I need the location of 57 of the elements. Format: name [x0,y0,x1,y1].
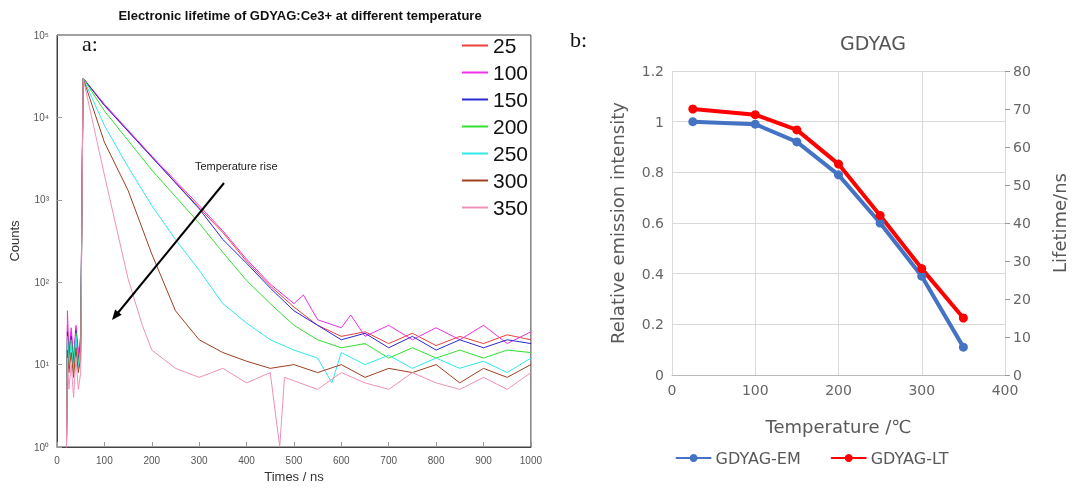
x-axis-title: Temperature /℃ [764,415,912,437]
y-tick-label: 10⁵ [33,29,49,41]
x-tick-label: 100 [741,382,769,398]
x-tick-label: 800 [427,454,445,466]
x-tick-label: 0 [667,382,677,398]
legend-label: 300 [492,169,529,192]
chart-title: GDYAG [840,31,906,54]
y-tick-label: 0.8 [641,164,664,181]
y-tick-label: 0.2 [641,316,664,333]
y-axis-title: Counts [7,219,22,262]
legend-label: 200 [492,115,529,138]
legend-label: GDYAG-EM [715,448,801,468]
y2-tick-label: 20 [1013,291,1031,307]
x-tick-label: 300 [190,454,208,466]
x-tick-label: 600 [332,454,351,466]
y-tick-label: 0.4 [641,265,665,282]
y-tick-label: 1 [655,113,664,130]
x-tick-label: 900 [475,454,493,466]
y-tick-label: 10⁰ [33,441,49,453]
y-tick-label: 10³ [34,194,50,206]
x-tick-label: 700 [380,454,398,466]
y-tick-label: 10⁴ [33,111,49,123]
legend-label: 150 [492,88,529,111]
legend-label: 350 [492,196,529,219]
x-tick-label: 300 [908,382,936,398]
y2-tick-label: 60 [1013,139,1031,155]
legend-label: 25 [492,34,517,57]
x-axis-title: Times / ns [264,468,325,484]
y2-tick-label: 70 [1013,101,1031,117]
y2-axis-title: Lifetime/ns [1048,173,1070,273]
text: b: [570,26,588,52]
annotation: Temperature rise [195,159,278,172]
x-tick-label: 200 [143,454,161,466]
y-tick-label: 10¹ [34,359,50,371]
y-tick-label: 1.2 [641,63,664,79]
y-tick-label: 0.6 [641,215,665,231]
y-tick-label: 0 [655,367,664,383]
legend-label: 100 [492,61,529,84]
annotation: a: [82,30,98,56]
x-tick-label: 500 [285,454,303,466]
y-tick-label: 10² [34,276,50,288]
y2-tick-label: 50 [1013,177,1031,193]
x-tick-label: 1000 [519,454,543,466]
y2-tick-label: 10 [1013,329,1031,345]
y2-tick-label: 40 [1013,215,1031,231]
x-tick-label: 400 [238,454,256,466]
x-tick-label: 100 [96,454,114,466]
y2-tick-label: 30 [1013,253,1031,269]
x-tick-label: 400 [991,382,1019,398]
x-tick-label: 200 [825,382,852,398]
y2-tick-label: 80 [1013,63,1031,79]
legend-label: GDYAG-LT [870,448,949,468]
x-tick-label: 0 [54,454,61,466]
chart-title: Electronic lifetime of GDYAG:Ce3+ at different temperature [118,8,482,23]
y2-tick-label: 0 [1013,367,1022,383]
legend-label: 250 [492,142,529,165]
y-axis-title: Relative emission intensity [606,101,628,344]
